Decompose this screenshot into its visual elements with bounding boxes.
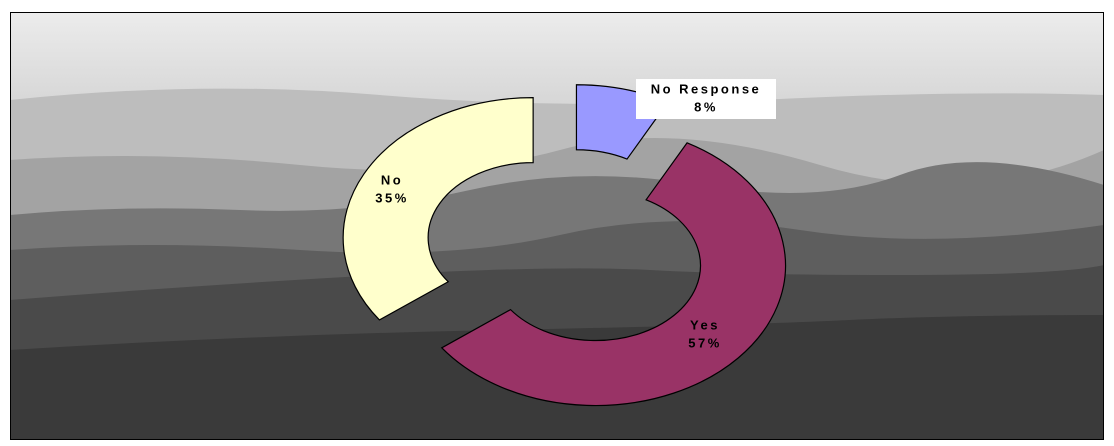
- value-label: 8%: [694, 99, 718, 114]
- value-label: 35%: [375, 190, 409, 205]
- data-label: No 35%: [375, 172, 409, 205]
- category-label: Yes: [690, 317, 720, 332]
- category-label: No Response: [651, 81, 762, 96]
- frame: [10, 12, 1104, 440]
- doughnut-slice: [342, 97, 534, 321]
- category-label: No: [381, 172, 403, 187]
- data-label: Yes 57%: [688, 317, 722, 350]
- data-label: No Response 8%: [636, 79, 776, 119]
- label-box: [636, 79, 776, 119]
- value-label: 57%: [688, 335, 722, 350]
- plot: No Response 8% Yes 57% No 35%: [342, 79, 787, 407]
- doughnut-slice: [440, 142, 787, 407]
- background: [10, 12, 1104, 440]
